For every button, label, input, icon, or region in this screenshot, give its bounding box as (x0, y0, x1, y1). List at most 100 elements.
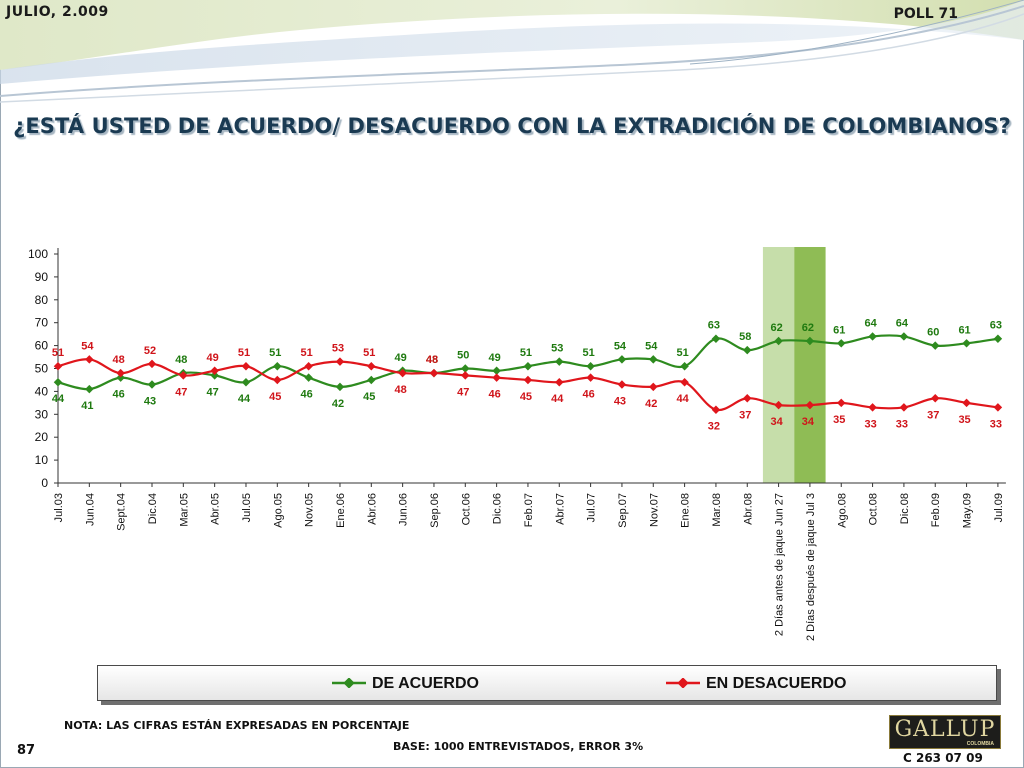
header-date: JULIO, 2.009 (6, 4, 109, 20)
x-tick-label: Feb.07 (523, 493, 535, 527)
data-point (711, 334, 721, 343)
data-label: 43 (614, 396, 626, 408)
data-point (555, 357, 564, 366)
data-point (899, 403, 909, 412)
x-tick-label: Ene.08 (680, 493, 692, 528)
gallup-logo: GALLUP COLOMBIA (889, 715, 1001, 749)
data-label: 51 (520, 347, 532, 359)
data-point (555, 377, 564, 387)
data-label: 44 (238, 393, 251, 405)
y-tick-label: 70 (35, 316, 49, 330)
legend-item-de-acuerdo: DE ACUERDO (332, 675, 479, 693)
data-point (523, 361, 533, 371)
x-tick-label: 2 Días antes de jaque Jun 27 (774, 493, 786, 636)
data-point (930, 394, 940, 403)
data-label: 45 (363, 391, 375, 403)
data-point (617, 355, 627, 364)
data-point (868, 403, 877, 412)
page-title: ¿ESTÁ USTED DE ACUERDO/ DESACUERDO CON L… (13, 114, 1011, 138)
y-tick-label: 20 (35, 430, 49, 444)
data-label: 35 (833, 414, 845, 426)
data-label: 42 (332, 398, 344, 410)
data-point (461, 364, 470, 373)
data-point (993, 403, 1003, 412)
x-tick-label: Abr.05 (210, 493, 222, 525)
data-label: 51 (269, 347, 281, 359)
data-point (335, 357, 345, 366)
legend-marker-green-icon (332, 678, 366, 688)
logo-sub: COLOMBIA (966, 741, 994, 747)
x-tick-label: Dic.08 (899, 493, 911, 524)
data-label: 47 (175, 386, 187, 398)
data-label: 64 (864, 317, 877, 329)
data-label: 62 (802, 322, 814, 334)
y-tick-label: 100 (28, 247, 48, 261)
legend-marker-red-icon (666, 678, 700, 688)
data-point (116, 373, 125, 382)
data-label: 37 (739, 409, 751, 421)
y-tick-label: 80 (35, 293, 49, 307)
data-label: 62 (770, 322, 782, 334)
x-tick-label: May.09 (962, 493, 974, 528)
data-point (868, 332, 877, 341)
data-label: 46 (488, 389, 500, 401)
data-point (304, 361, 313, 371)
data-point (899, 332, 909, 341)
x-tick-label: Sep.07 (617, 493, 629, 528)
highlight-band (794, 247, 826, 483)
data-label: 44 (551, 393, 564, 405)
data-label: 64 (896, 317, 909, 329)
legend-item-en-desacuerdo: EN DESACUERDO (666, 675, 846, 693)
data-label: 46 (582, 389, 594, 401)
data-point (335, 382, 345, 392)
x-tick-label: Oct.06 (460, 493, 472, 525)
y-tick-label: 0 (41, 476, 48, 490)
data-point (837, 339, 846, 348)
data-point (586, 373, 595, 382)
y-tick-label: 40 (35, 384, 49, 398)
y-tick-label: 90 (35, 270, 49, 284)
data-label: 41 (81, 400, 93, 412)
data-label: 53 (332, 343, 344, 355)
data-point (649, 355, 658, 364)
data-label: 42 (645, 398, 657, 410)
data-point (147, 359, 157, 369)
document-code: C 263 07 09 (903, 751, 983, 765)
line-chart: 0 10 20 30 40 50 60 70 80 90 100 Jul.03 Jun.04 Sept.0… (28, 247, 1006, 641)
x-tick-label: Abr.08 (742, 493, 754, 525)
data-label: 34 (770, 416, 783, 428)
data-label: 51 (676, 347, 688, 359)
x-tick-label: Ago.08 (836, 493, 848, 528)
y-tick-label: 50 (35, 362, 49, 376)
data-point (492, 366, 501, 376)
header-poll: POLL 71 (893, 6, 958, 22)
data-point (179, 371, 188, 380)
data-point (241, 377, 251, 387)
data-label: 61 (958, 324, 970, 336)
y-tick-label: 30 (35, 407, 49, 421)
data-point (241, 361, 251, 371)
data-label: 43 (144, 396, 156, 408)
data-label: 54 (81, 340, 94, 352)
data-label: 58 (739, 331, 751, 343)
page-number: 87 (17, 743, 36, 758)
data-label: 51 (582, 347, 594, 359)
data-point (617, 380, 627, 389)
data-label: 48 (395, 384, 407, 396)
data-label: 33 (864, 418, 876, 430)
data-point (962, 398, 971, 408)
x-tick-label: Abr.06 (366, 493, 378, 525)
x-tick-label: Dic.04 (147, 493, 159, 524)
data-point (85, 355, 94, 364)
data-point (210, 371, 219, 380)
highlight-band (762, 247, 795, 483)
data-point (492, 373, 501, 382)
data-point (273, 375, 282, 385)
data-label: 35 (958, 414, 970, 426)
data-label: 48 (426, 354, 438, 366)
x-tick-label: Abr.07 (554, 493, 566, 525)
data-point (304, 373, 313, 382)
data-label: 51 (52, 347, 64, 359)
data-label: 45 (520, 391, 532, 403)
header-banner (0, 0, 1024, 103)
